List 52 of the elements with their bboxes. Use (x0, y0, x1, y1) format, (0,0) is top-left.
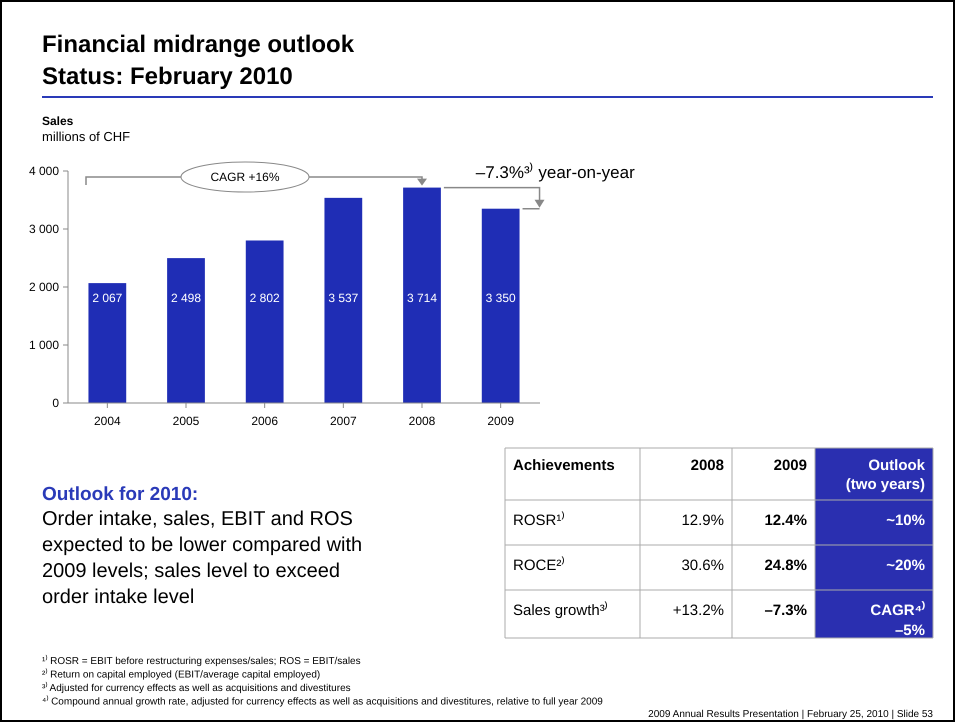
y-tick-label: 0 (52, 396, 60, 410)
category-label: 2009 (774, 457, 807, 474)
y-tick-label: 1 000 (28, 338, 60, 352)
text: millions of CHF (42, 129, 130, 144)
category-label: ROSR¹⁾ (513, 512, 564, 529)
annotation: CAGR +16% (210, 170, 280, 184)
text: 24.8% (764, 557, 807, 574)
y-axis-title: Sales (42, 114, 74, 128)
x-tick-label: 2008 (408, 414, 436, 428)
text: CAGR⁴⁾ –5% (870, 602, 925, 639)
text: +13.2% (672, 602, 724, 619)
text: 2009 Annual Results Presentation | February 25, 2010 | Slide 53 (648, 709, 934, 720)
y-tick-label: 2 000 (28, 280, 60, 294)
chart-subtitle: Status: February 2010 (42, 63, 293, 90)
data-label: 2 498 (170, 291, 202, 305)
category-label: ROCE²⁾ (513, 557, 564, 574)
chart-title: Financial midrange outlook (42, 31, 355, 58)
x-tick-label: 2009 (487, 414, 514, 428)
text: ~10% (886, 512, 925, 529)
data-label: 2 802 (250, 291, 280, 305)
text: ¹⁾ ROSR = EBIT before restructuring expenses/sales; ROS = EBIT/sales (42, 654, 361, 667)
text: 12.4% (764, 512, 807, 529)
annotation: –7.3%³⁾ year-on-year (476, 162, 636, 182)
bar (88, 283, 126, 403)
data-label: 3 714 (406, 291, 438, 305)
y-tick-label: 3 000 (28, 222, 60, 236)
bar (324, 198, 362, 403)
text: Outlook for 2010: (42, 484, 198, 505)
x-tick-label: 2006 (251, 414, 278, 428)
x-tick-label: 2007 (330, 414, 358, 428)
data-label: 3 350 (486, 291, 516, 305)
x-tick-label: 2004 (94, 414, 122, 428)
text: 12.9% (681, 512, 724, 529)
category-label: Achievements (513, 457, 615, 474)
text: ⁴⁾ Compound annual growth rate, adjusted for currency effects as well as acquisitions and divestitures, relative to full year 2009 (42, 694, 604, 708)
category-label: Sales growth³⁾ (513, 602, 608, 619)
text: ²⁾ Return on capital employed (EBIT/average capital employed) (42, 668, 320, 680)
bar (246, 240, 284, 403)
data-label: 3 537 (328, 291, 359, 305)
text: 30.6% (681, 557, 724, 574)
x-tick-label: 2005 (172, 414, 200, 428)
bar (167, 258, 205, 403)
category-label: 2008 (690, 457, 724, 474)
y-tick-label: 4 000 (28, 164, 60, 178)
data-label: 2 067 (92, 291, 123, 305)
text: ³⁾ Adjusted for currency effects as well as acquisitions and divestitures (42, 681, 351, 694)
text: ~20% (886, 557, 925, 574)
text: Order intake, sales, EBIT and ROS expected to be lower compared with 2009 levels; sales level to exceed order intake level (42, 508, 362, 608)
bar (482, 208, 520, 403)
category-label: Outlook (two years) (846, 457, 926, 493)
text: –7.3% (764, 602, 807, 619)
bar (403, 188, 441, 403)
